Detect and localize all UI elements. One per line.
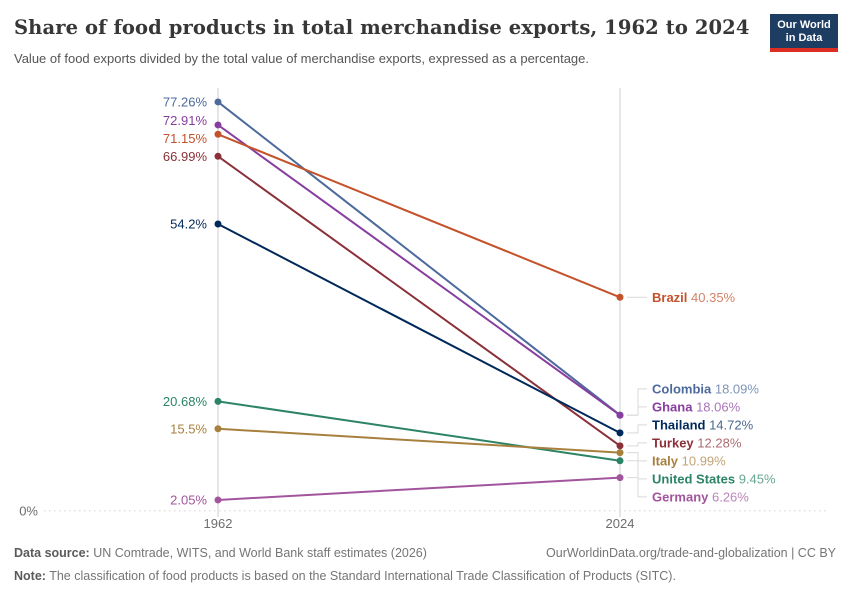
dot-2024-thailand[interactable] [616,429,624,437]
start-value-label-turkey: 66.99% [163,149,208,164]
end-value-ghana: 18.06% [696,399,741,414]
data-source-text: UN Comtrade, WITS, and World Bank staff … [93,546,427,560]
start-value-label-ghana: 72.91% [163,113,208,128]
start-value-label-thailand: 54.2% [170,216,207,231]
logo-line-2: in Data [785,31,823,44]
end-label-ghana[interactable]: Ghana 18.06% [652,399,741,414]
data-source-line: Data source: UN Comtrade, WITS, and Worl… [14,546,427,560]
start-value-label-germany: 2.05% [170,492,207,507]
end-label-italy[interactable]: Italy 10.99% [652,453,726,468]
end-value-thailand: 14.72% [709,417,754,432]
dot-2024-ghana[interactable] [616,411,624,419]
slope-line-united-states[interactable] [217,400,621,462]
label-leader-thailand [627,424,647,434]
end-value-germany: 6.26% [712,489,749,504]
end-value-colombia: 18.09% [715,381,760,396]
slope-line-italy[interactable] [217,427,621,454]
chart-subtitle: Value of food exports divided by the tot… [14,51,589,66]
label-leader-germany [627,477,647,498]
country-name-turkey: Turkey [652,435,697,450]
data-source-label: Data source: [14,546,90,560]
end-label-turkey[interactable]: Turkey 12.28% [652,435,742,450]
end-label-brazil[interactable]: Brazil 40.35% [652,290,736,305]
dot-1962-italy[interactable] [214,425,222,433]
end-label-colombia[interactable]: Colombia 18.09% [652,381,759,396]
country-name-germany: Germany [652,489,712,504]
start-value-label-brazil: 71.15% [163,131,208,146]
end-label-germany[interactable]: Germany 6.26% [652,489,749,504]
owid-license-link[interactable]: OurWorldinData.org/trade-and-globalizati… [546,546,836,560]
note-line: Note: The classification of food product… [14,569,836,583]
dot-1962-united-states[interactable] [214,397,222,405]
label-leader-colombia [627,388,647,416]
end-label-united-states[interactable]: United States 9.45% [652,471,776,486]
slope-line-brazil[interactable] [217,133,621,299]
dot-1962-thailand[interactable] [214,220,222,228]
slope-line-thailand[interactable] [217,223,621,434]
note-text: The classification of food products is b… [49,569,676,583]
slope-line-germany[interactable] [217,476,621,501]
owid-logo[interactable]: Our World in Data [770,14,838,52]
country-name-brazil: Brazil [652,290,691,305]
dot-1962-ghana[interactable] [214,121,222,129]
dot-1962-colombia[interactable] [214,98,222,106]
logo-line-1: Our World [777,19,831,31]
end-value-turkey: 12.28% [697,435,742,450]
label-leader-italy [627,452,647,462]
dot-2024-germany[interactable] [616,474,624,482]
x-tick-1962: 1962 [204,516,233,531]
label-leader-ghana [627,406,647,416]
dot-2024-united-states[interactable] [616,457,624,465]
note-label: Note: [14,569,46,583]
end-value-united-states: 9.45% [739,471,776,486]
end-value-italy: 10.99% [682,453,727,468]
slope-line-ghana[interactable] [217,124,621,417]
label-leader-turkey [627,442,647,447]
dot-1962-turkey[interactable] [214,152,222,160]
page-title: Share of food products in total merchand… [14,16,750,39]
start-value-label-colombia: 77.26% [163,94,208,109]
chart-footer-row: Data source: UN Comtrade, WITS, and Worl… [14,546,836,560]
x-tick-2024: 2024 [606,516,635,531]
end-value-brazil: 40.35% [691,290,736,305]
dot-2024-italy[interactable] [616,449,624,457]
label-leader-united-states [627,460,647,480]
dot-2024-turkey[interactable] [616,442,624,450]
dot-2024-brazil[interactable] [616,293,624,301]
start-value-label-united-states: 20.68% [163,394,208,409]
start-value-label-italy: 15.5% [170,421,207,436]
country-name-colombia: Colombia [652,381,715,396]
dot-1962-brazil[interactable] [214,130,222,138]
end-label-thailand[interactable]: Thailand 14.72% [652,417,754,432]
country-name-united-states: United States [652,471,739,486]
dot-1962-germany[interactable] [214,496,222,504]
country-name-italy: Italy [652,453,682,468]
slope-line-colombia[interactable] [217,101,621,416]
country-name-thailand: Thailand [652,417,709,432]
country-name-ghana: Ghana [652,399,696,414]
y-axis-zero-label: 0% [19,503,38,518]
